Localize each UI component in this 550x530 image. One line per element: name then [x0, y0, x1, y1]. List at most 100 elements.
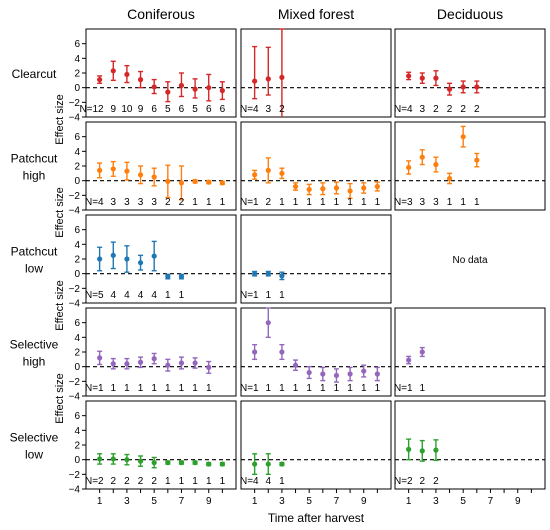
y-tick-label: −2 — [69, 191, 81, 202]
data-point — [137, 359, 144, 365]
sample-size-label: 1 — [447, 197, 453, 208]
y-tick-label: 6 — [74, 39, 80, 50]
sample-size-label: 1 — [347, 197, 353, 208]
panel-frame — [240, 400, 392, 490]
data-point — [265, 461, 271, 467]
data-point — [252, 349, 258, 355]
data-point — [124, 71, 130, 78]
data-point — [374, 371, 380, 377]
data-point — [419, 349, 425, 355]
sample-size-label: N=2 — [85, 476, 104, 487]
panel-frame — [394, 28, 546, 118]
y-tick-label: 6 — [74, 225, 80, 236]
sample-size-label: 1 — [165, 476, 171, 487]
row-label: Clearcut — [12, 67, 57, 81]
sample-size-label: 2 — [279, 104, 285, 115]
y-tick-label: −2 — [69, 98, 81, 109]
data-point — [219, 461, 225, 467]
sample-size-label: 3 — [419, 197, 425, 208]
sample-size-label: N=3 — [394, 197, 413, 208]
sample-size-label: 2 — [151, 476, 157, 487]
data-point — [151, 460, 157, 466]
data-point — [165, 89, 171, 95]
sample-size-label: 2 — [165, 197, 171, 208]
data-point — [110, 68, 116, 74]
sample-size-label: 6 — [151, 104, 157, 115]
data-point — [279, 349, 285, 355]
data-point — [460, 84, 466, 90]
data-point — [110, 456, 116, 462]
sample-size-label: 4 — [151, 290, 157, 301]
x-tick-label: 5 — [460, 496, 466, 507]
sample-size-label: 1 — [220, 197, 226, 208]
data-point — [252, 78, 258, 84]
sample-size-label: 1 — [206, 476, 212, 487]
sample-size-label: 4 — [124, 290, 130, 301]
row-label: low — [25, 262, 43, 276]
sample-size-label: 2 — [124, 476, 130, 487]
data-point — [474, 157, 480, 163]
sample-size-label: 1 — [474, 197, 480, 208]
data-point — [292, 183, 299, 190]
data-point — [433, 447, 439, 453]
data-point — [137, 458, 144, 464]
sample-size-label: 5 — [165, 104, 171, 115]
data-point — [97, 355, 103, 361]
x-tick-label: 3 — [279, 496, 285, 507]
data-point — [279, 74, 285, 80]
data-point — [252, 461, 258, 467]
x-tick-label: 9 — [515, 496, 521, 507]
sample-size-label: 2 — [447, 104, 453, 115]
sample-size-label: 3 — [419, 104, 425, 115]
y-tick-label: −4 — [69, 392, 81, 403]
panel-frame — [240, 214, 392, 304]
sample-size-label: 1 — [206, 383, 212, 394]
data-point — [406, 446, 412, 452]
data-point — [178, 274, 185, 280]
sample-size-label: 3 — [124, 197, 130, 208]
y-tick-label: 4 — [74, 54, 80, 65]
sample-size-label: 3 — [110, 197, 116, 208]
row-label: high — [23, 355, 46, 369]
sample-size-label: N=2 — [394, 476, 413, 487]
sample-size-label: 1 — [320, 383, 326, 394]
y-tick-label: 0 — [74, 83, 80, 94]
data-point — [124, 457, 130, 463]
y-tick-label: −4 — [69, 113, 81, 124]
sample-size-label: 9 — [138, 104, 144, 115]
y-tick-label: 4 — [74, 426, 80, 437]
data-point — [110, 252, 116, 258]
sample-size-label: 4 — [265, 476, 271, 487]
data-point — [137, 260, 144, 266]
data-point — [151, 174, 157, 180]
sample-size-label: 4 — [110, 290, 116, 301]
y-tick-label: −2 — [69, 284, 81, 295]
sample-size-label: 1 — [192, 383, 198, 394]
x-tick-label: 3 — [124, 496, 130, 507]
sample-size-label: 3 — [433, 197, 439, 208]
sample-size-label: N=1 — [394, 383, 413, 394]
sample-size-label: 1 — [347, 383, 353, 394]
y-tick-label: −2 — [69, 470, 81, 481]
data-point — [252, 172, 258, 178]
data-point — [279, 273, 285, 279]
data-point — [265, 76, 271, 82]
sample-size-label: N=1 — [240, 290, 259, 301]
sample-size-label: 2 — [433, 476, 439, 487]
data-point — [165, 274, 171, 280]
x-tick-label: 7 — [334, 496, 340, 507]
x-tick-label: 9 — [361, 496, 367, 507]
panel-frame — [240, 121, 392, 211]
data-point — [419, 448, 425, 454]
data-point — [137, 77, 144, 83]
data-point — [419, 75, 425, 81]
y-tick-label: 6 — [74, 132, 80, 143]
sample-size-label: 1 — [306, 383, 312, 394]
data-point — [97, 256, 103, 262]
sample-size-label: 1 — [110, 383, 116, 394]
x-tick-label: 5 — [151, 496, 157, 507]
data-point — [374, 183, 380, 190]
sample-size-label: 1 — [334, 383, 340, 394]
panel-frame — [85, 307, 237, 397]
